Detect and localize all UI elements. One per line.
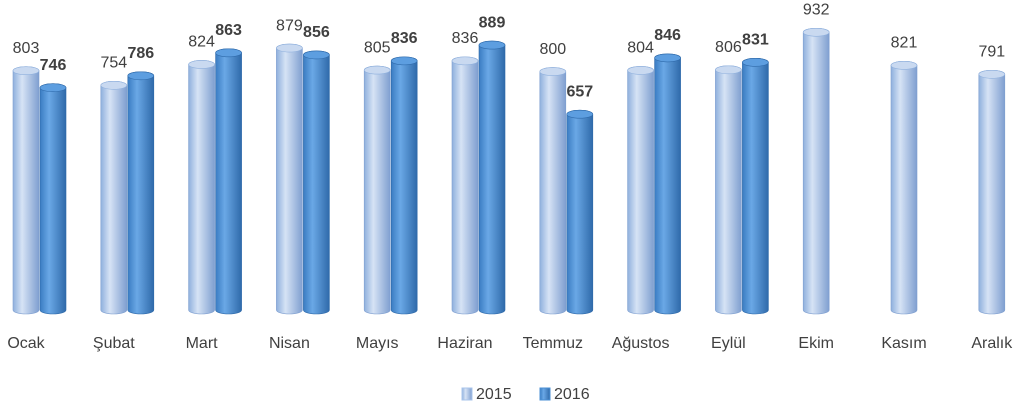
x-tick-label: Nisan: [269, 335, 310, 352]
bar: [276, 43, 303, 315]
bar-cap: [12, 66, 40, 76]
bar: [478, 40, 506, 315]
bar: [451, 56, 479, 315]
x-tick-label: Ağustos: [612, 335, 670, 352]
bar-cap: [39, 83, 67, 92]
bar: [188, 60, 215, 315]
x-tick-label: Ekim: [798, 335, 834, 352]
data-label: 805: [364, 39, 391, 56]
bar: [12, 66, 40, 315]
bar-cap: [276, 43, 303, 53]
bar: [654, 53, 681, 315]
legend-label: 2016: [554, 386, 590, 403]
bar: [303, 50, 330, 315]
bar-cap: [303, 50, 330, 60]
data-label: 786: [127, 45, 154, 62]
bar: [390, 56, 418, 315]
bar-cap: [539, 67, 567, 76]
data-label: 831: [742, 32, 769, 49]
bar-cap: [215, 48, 242, 58]
bar-cap: [566, 109, 594, 119]
bar-cap: [890, 61, 918, 70]
bar-cap: [978, 69, 1006, 79]
data-label: 791: [978, 44, 1005, 61]
x-tick-label: Eylül: [711, 335, 746, 352]
bar: [715, 65, 742, 315]
bar-cap: [390, 56, 418, 66]
bar: [215, 48, 242, 315]
data-label: 856: [303, 24, 330, 41]
bar: [802, 27, 830, 315]
x-tick-label: Şubat: [93, 335, 135, 352]
legend-label: 2015: [476, 386, 512, 403]
data-label: 821: [891, 35, 918, 52]
bar: [363, 65, 391, 315]
bar-cap: [451, 56, 479, 66]
data-label: 932: [803, 1, 830, 18]
bar-cap: [363, 65, 391, 75]
bar-cap: [188, 60, 215, 69]
data-label: 824: [188, 34, 215, 51]
bar-cap: [478, 40, 506, 50]
data-label: 836: [452, 30, 479, 47]
bar-cap: [802, 27, 830, 37]
bar-cap: [654, 53, 681, 63]
x-tick-label: Mart: [186, 335, 219, 352]
data-label: 657: [566, 83, 593, 100]
data-label: 846: [654, 27, 681, 44]
bar: [627, 66, 654, 315]
bar: [742, 58, 769, 315]
data-label: 806: [715, 39, 742, 56]
bar-cap: [127, 71, 155, 81]
bar-cap: [627, 66, 654, 75]
bar: [566, 109, 594, 315]
data-label: 800: [539, 41, 566, 58]
x-tick-label: Mayıs: [356, 335, 399, 352]
bar: [539, 67, 567, 315]
bar: [100, 81, 128, 315]
data-label: 804: [627, 40, 654, 57]
x-tick-label: Haziran: [437, 335, 492, 352]
data-label: 863: [215, 22, 242, 39]
data-label: 879: [276, 17, 303, 34]
legend-swatch: [539, 387, 551, 401]
bar-cap: [100, 81, 128, 90]
data-label: 754: [100, 55, 127, 72]
x-tick-label: Temmuz: [523, 335, 583, 352]
data-label: 889: [479, 14, 506, 31]
data-label: 746: [40, 57, 67, 74]
data-label: 803: [13, 40, 40, 57]
bar-cap: [715, 65, 742, 75]
legend-swatch: [461, 387, 473, 401]
x-tick-label: Ocak: [7, 335, 45, 352]
bar: [890, 61, 918, 315]
x-tick-label: Kasım: [881, 335, 926, 352]
bar: [39, 83, 67, 315]
bar: [127, 71, 155, 315]
x-tick-label: Aralık: [971, 335, 1013, 352]
data-label: 836: [391, 30, 418, 47]
bar-cap: [742, 58, 769, 67]
bar: [978, 69, 1006, 315]
